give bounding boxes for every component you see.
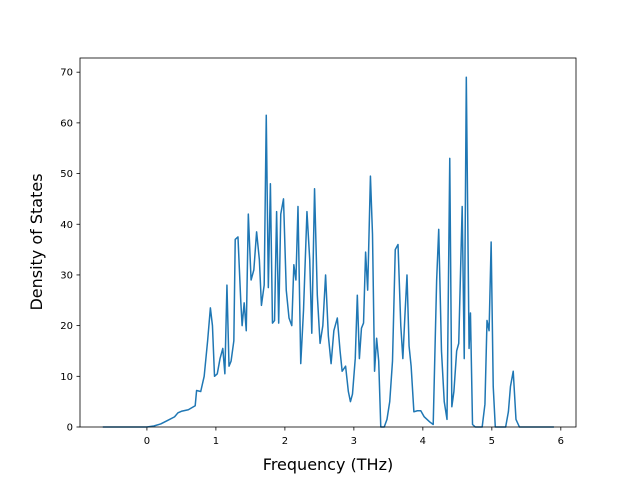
y-tick-label: 10 [60,372,73,383]
y-tick-label: 40 [60,220,73,231]
y-tick-label: 60 [60,118,73,129]
y-axis-label: Density of States [27,173,46,310]
x-tick-label: 2 [282,436,288,447]
x-tick-label: 5 [489,436,495,447]
x-tick-label: 0 [144,436,150,447]
x-tick-label: 1 [213,436,219,447]
plot-frame [79,57,577,428]
data-line [102,76,554,428]
x-tick-label: 6 [558,436,564,447]
x-axis-label: Frequency (THz) [263,455,393,474]
y-tick-label: 30 [60,270,73,281]
y-tick-label: 20 [60,321,73,332]
y-tick-label: 50 [60,169,73,180]
x-tick-label: 3 [351,436,357,447]
x-tick-label: 4 [420,436,426,447]
y-tick-label: 0 [67,423,73,434]
y-tick-label: 70 [60,68,73,79]
